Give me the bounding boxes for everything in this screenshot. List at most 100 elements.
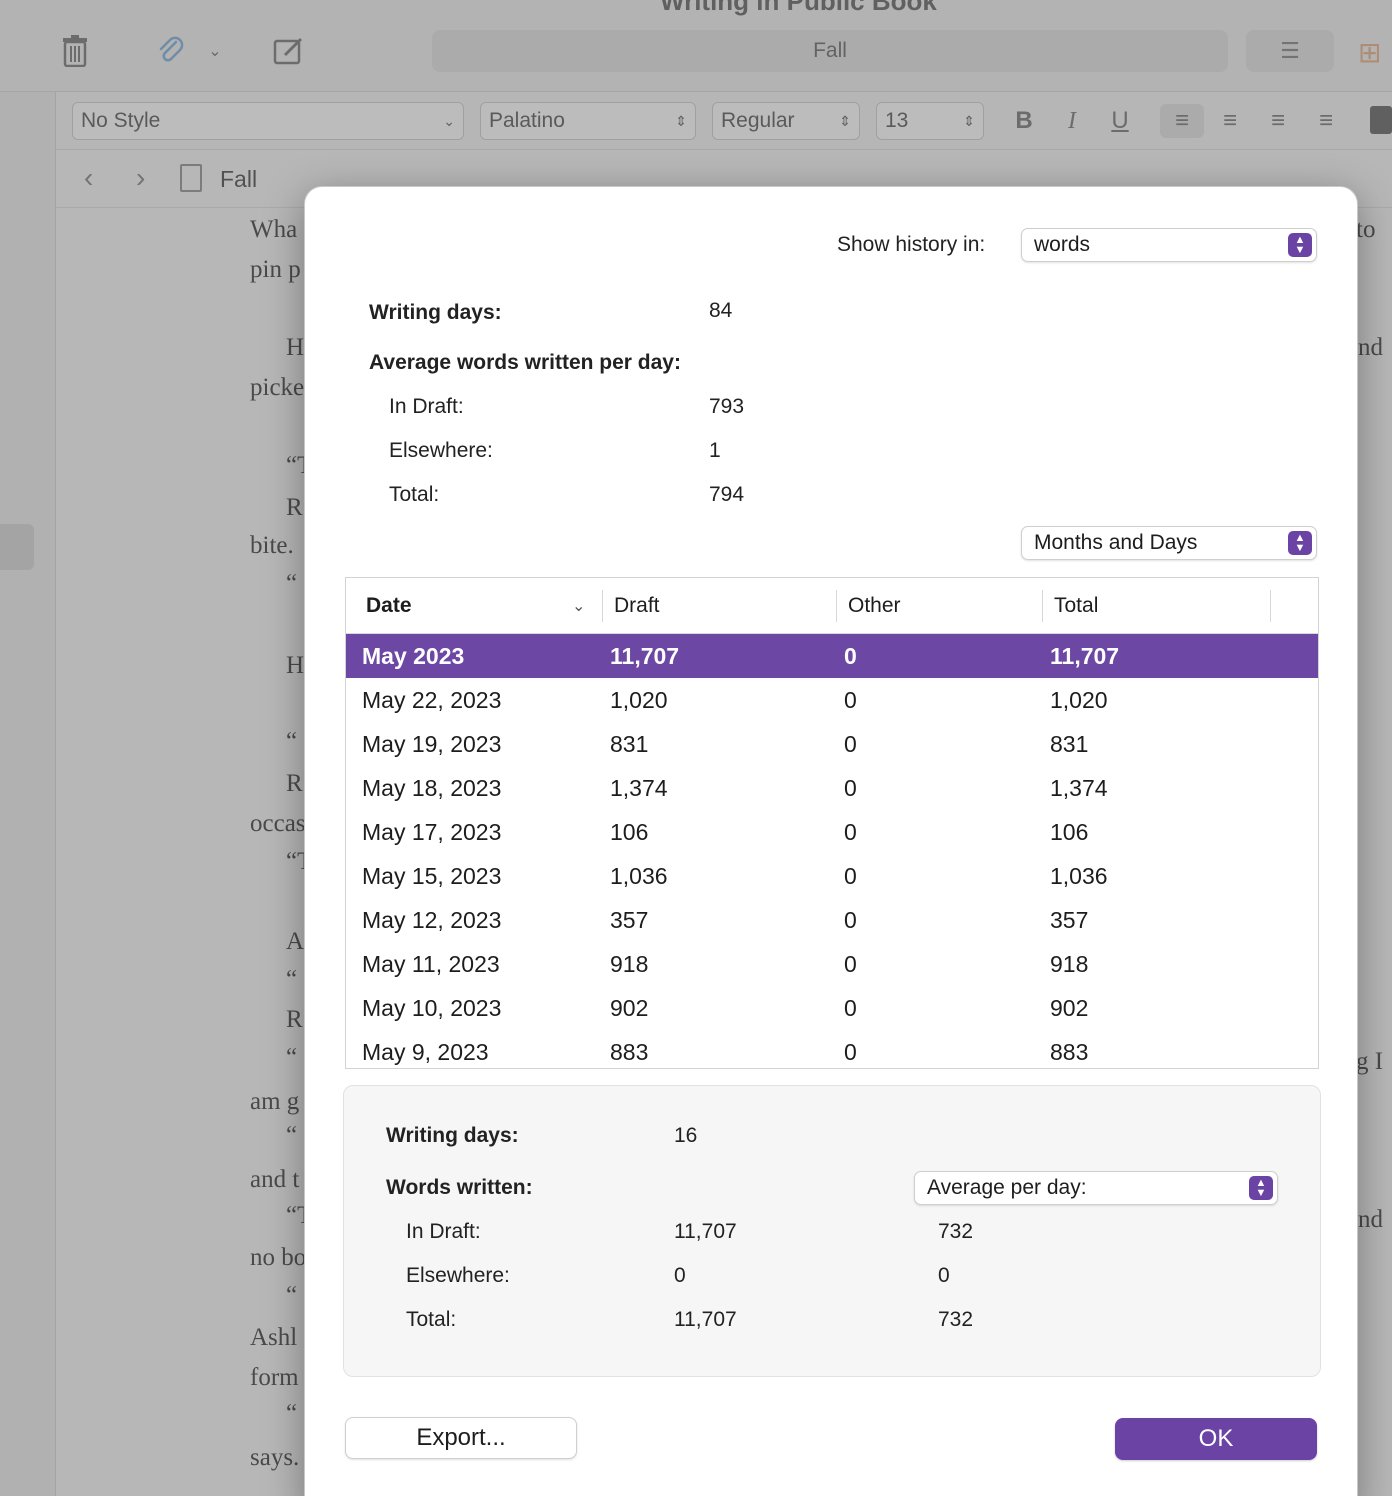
trash-icon[interactable] xyxy=(58,34,92,68)
table-row[interactable]: May 10, 2023 902 0 902 xyxy=(346,986,1318,1030)
chevron-down-icon: ⌄ xyxy=(443,112,455,129)
stepper-icon: ⇕ xyxy=(675,112,687,129)
cell-other: 0 xyxy=(844,863,857,889)
text-fragment: H xyxy=(286,652,305,679)
document-title: Fall xyxy=(220,166,258,192)
compose-icon[interactable] xyxy=(272,34,306,68)
table-row[interactable]: May 17, 2023 106 0 106 xyxy=(346,810,1318,854)
sidebar xyxy=(0,92,56,1496)
export-button[interactable]: Export... xyxy=(345,1417,577,1459)
text-fragment: says. xyxy=(250,1444,300,1471)
table-row[interactable]: May 19, 2023 831 0 831 xyxy=(346,722,1318,766)
stepper-icon: ⇕ xyxy=(963,112,975,129)
summary-elsewhere-label: Elsewhere: xyxy=(406,1264,510,1287)
sort-chevron-icon[interactable]: ⌄ xyxy=(572,598,586,615)
weight-select[interactable]: Regular ⇕ xyxy=(712,102,860,140)
cell-date: May 10, 2023 xyxy=(362,995,502,1021)
view-mode-icon[interactable]: ☰ xyxy=(1246,30,1334,72)
grid-icon[interactable]: ⊞ xyxy=(1358,37,1382,68)
align-right-icon[interactable]: ≡ xyxy=(1270,107,1285,134)
grouping-select[interactable]: Months and Days ▲ ▼ xyxy=(1021,526,1317,560)
cell-draft: 902 xyxy=(610,995,649,1021)
show-history-label: Show history in: xyxy=(837,233,986,256)
cell-draft: 883 xyxy=(610,1039,649,1065)
underline-button[interactable]: U xyxy=(1111,107,1129,134)
cell-other: 0 xyxy=(844,687,857,713)
summary-writing-days-label: Writing days: xyxy=(386,1124,519,1147)
table-row[interactable]: May 9, 2023 883 0 883 xyxy=(346,1030,1318,1068)
bold-button[interactable]: B xyxy=(1015,107,1033,134)
table-row[interactable]: May 12, 2023 357 0 357 xyxy=(346,898,1318,942)
summary-mode-select[interactable]: Average per day: ▲ ▼ xyxy=(914,1171,1278,1205)
document-icon xyxy=(180,164,202,192)
cell-total: 1,036 xyxy=(1050,863,1108,889)
italic-button[interactable]: I xyxy=(1068,107,1076,134)
cell-other: 0 xyxy=(844,951,857,977)
text-fragment: “ xyxy=(286,1282,298,1309)
elsewhere-value: 1 xyxy=(709,439,721,462)
text-fragment: to xyxy=(1356,216,1376,243)
align-center-icon[interactable]: ≡ xyxy=(1222,107,1237,134)
text-fragment: occas xyxy=(250,810,306,837)
show-history-select[interactable]: words ▲ ▼ xyxy=(1021,228,1317,262)
text-fragment: “ xyxy=(286,966,298,993)
ok-button[interactable]: OK xyxy=(1115,1418,1317,1460)
cell-other: 0 xyxy=(844,775,857,801)
format-bar: No Style ⌄ Palatino ⇕ Regular ⇕ 13 ⇕ B I U ≡… xyxy=(56,92,1392,150)
summary-in-draft-average: 732 xyxy=(938,1220,974,1243)
table-row-selected[interactable]: May 2023 11,707 0 11,707 xyxy=(346,634,1318,678)
column-divider[interactable] xyxy=(602,590,603,622)
table-row[interactable]: May 11, 2023 918 0 918 xyxy=(346,942,1318,986)
text-fragment: R xyxy=(286,1006,303,1033)
toolbar-title-field[interactable]: Fall xyxy=(432,30,1228,72)
text-fragment: “ xyxy=(286,570,298,597)
chevron-down-icon[interactable]: ⌄ xyxy=(208,43,222,60)
style-select[interactable]: No Style ⌄ xyxy=(72,102,464,140)
cell-draft: 1,020 xyxy=(610,687,668,713)
text-fragment: pin p xyxy=(250,256,301,283)
cell-draft: 918 xyxy=(610,951,649,977)
table-row[interactable]: May 15, 2023 1,036 0 1,036 xyxy=(346,854,1318,898)
text-fragment: no bo xyxy=(250,1244,307,1271)
column-divider[interactable] xyxy=(1042,590,1043,622)
writing-days-label: Writing days: xyxy=(369,301,502,324)
text-fragment: picke xyxy=(250,374,305,401)
font-select[interactable]: Palatino ⇕ xyxy=(480,102,696,140)
show-history-value: words xyxy=(1034,233,1091,256)
table-header: Date ⌄ Draft Other Total xyxy=(346,578,1318,634)
table-body: May 2023 11,707 0 11,707 May 22, 2023 1,… xyxy=(346,634,1318,1068)
column-header-draft[interactable]: Draft xyxy=(614,594,660,617)
cell-draft: 831 xyxy=(610,731,649,757)
align-justify-icon[interactable]: ≡ xyxy=(1318,107,1333,134)
column-divider[interactable] xyxy=(1270,590,1271,622)
text-fragment: H xyxy=(286,334,305,361)
cell-draft: 1,036 xyxy=(610,863,668,889)
text-fragment: and t xyxy=(250,1166,300,1193)
forward-chevron-icon[interactable]: › xyxy=(136,162,146,193)
cell-total: 1,020 xyxy=(1050,687,1108,713)
table-row[interactable]: May 22, 2023 1,020 0 1,020 xyxy=(346,678,1318,722)
text-fragment: R xyxy=(286,494,303,521)
cell-total: 831 xyxy=(1050,731,1089,757)
cell-date: May 12, 2023 xyxy=(362,907,502,933)
paperclip-icon[interactable] xyxy=(154,34,188,68)
size-select[interactable]: 13 ⇕ xyxy=(876,102,984,140)
size-select-value: 13 xyxy=(885,109,909,132)
column-header-total[interactable]: Total xyxy=(1054,594,1099,617)
cell-date: May 17, 2023 xyxy=(362,819,502,845)
back-chevron-icon[interactable]: ‹ xyxy=(84,162,94,193)
cell-other: 0 xyxy=(844,1039,857,1065)
cell-other: 0 xyxy=(844,643,857,669)
column-header-other[interactable]: Other xyxy=(848,594,901,617)
words-written-label: Words written: xyxy=(386,1176,533,1199)
table-row[interactable]: May 18, 2023 1,374 0 1,374 xyxy=(346,766,1318,810)
column-header-date[interactable]: Date xyxy=(366,594,412,617)
sidebar-selected-item[interactable] xyxy=(0,524,34,570)
text-fragment: nd xyxy=(1358,1206,1383,1233)
color-swatch[interactable] xyxy=(1370,106,1392,134)
summary-elsewhere-average: 0 xyxy=(938,1264,950,1287)
column-divider[interactable] xyxy=(836,590,837,622)
stepper-icon: ▲ ▼ xyxy=(1249,1176,1273,1200)
align-left-icon[interactable]: ≡ xyxy=(1160,104,1204,138)
text-fragment: R xyxy=(286,770,303,797)
